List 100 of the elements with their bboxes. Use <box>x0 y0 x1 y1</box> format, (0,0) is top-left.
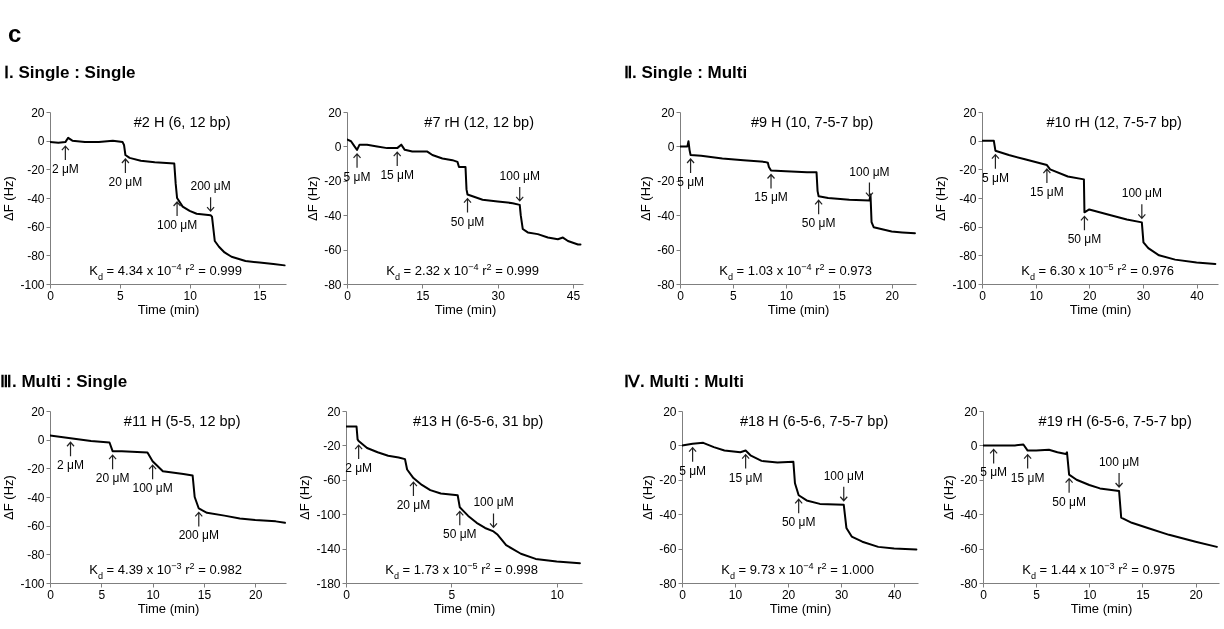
y-tick-label: -80 <box>959 248 977 263</box>
y-tick-label: 20 <box>963 105 977 120</box>
x-axis-title: Time (min) <box>1070 600 1133 616</box>
x-tick-label: 0 <box>679 587 687 602</box>
y-axis-title: ΔF (Hz) <box>941 475 957 520</box>
text: c <box>8 20 22 48</box>
x-tick-label: 15 <box>832 288 847 303</box>
x-tick-label: 45 <box>566 288 581 303</box>
y-tick-label: -180 <box>316 576 341 591</box>
chart-subtitle: Ⅰ. Single : Single <box>4 62 136 83</box>
y-tick-label: -60 <box>323 473 341 488</box>
line-series <box>982 139 1217 265</box>
annotation: 100 μM <box>1121 186 1162 201</box>
annotation: 5 μM <box>679 463 707 478</box>
annotation: K$_{d}$ = 2.32 x 10$^{−4}$ r$^{2}$ = 0.999 <box>386 262 540 282</box>
y-tick-label: -60 <box>959 220 977 235</box>
x-tick-label: 0 <box>47 288 55 303</box>
y-tick-label: 0 <box>970 438 978 453</box>
y-tick-label: -80 <box>27 248 45 263</box>
x-axis-title: Time (min) <box>767 301 830 317</box>
annotation: K$_{d}$ = 1.44 x 10$^{−3}$ r$^{2}$ = 0.975 <box>1022 561 1176 581</box>
annotation: 20 μM <box>95 471 130 486</box>
x-tick-label: 10 <box>1083 587 1097 602</box>
annotation: 15 μM <box>728 470 763 485</box>
annotation: 50 μM <box>1052 494 1086 509</box>
annotation: 50 μM <box>1067 232 1102 247</box>
annotation: 5 μM <box>980 465 1008 480</box>
y-tick-label: -100 <box>20 576 45 591</box>
chart-title: #19 rH (6-5-6, 7-5-7 bp) <box>1038 413 1192 429</box>
y-tick-label: -60 <box>960 542 978 557</box>
x-tick-label: 5 <box>116 288 124 303</box>
chart-title: #9 H (10, 7-5-7 bp) <box>750 114 874 130</box>
y-tick-label: -80 <box>659 576 677 591</box>
y-tick-label: -20 <box>959 162 977 177</box>
y-axis-title: ΔF (Hz) <box>1 475 17 520</box>
x-tick-label: 0 <box>980 587 988 602</box>
y-tick-label: -80 <box>27 547 45 562</box>
x-tick-label: 0 <box>47 587 55 602</box>
y-tick-label: 0 <box>334 139 342 154</box>
annotation: 100 μM <box>156 218 198 232</box>
annotation: 2 μM <box>345 461 373 476</box>
y-tick-label: -100 <box>20 277 45 292</box>
x-axis-title: Time (min) <box>434 301 497 317</box>
annotation: 50 μM <box>781 515 816 530</box>
chart-title: #7 rH (12, 12 bp) <box>424 114 534 130</box>
annotation: K$_{d}$ = 9.73 x 10$^{−4}$ r$^{2}$ = 1.000 <box>721 561 875 581</box>
y-tick-label: -20 <box>324 174 342 189</box>
annotation: K$_{d}$ = 1.03 x 10$^{−4}$ r$^{2}$ = 0.973 <box>719 262 873 282</box>
x-tick-label: 20 <box>1083 288 1097 303</box>
x-tick-label: 20 <box>885 288 900 303</box>
annotation: K$_{d}$ = 4.34 x 10$^{−4}$ r$^{2}$ = 0.999 <box>89 262 243 282</box>
y-tick-label: -40 <box>960 507 978 522</box>
y-tick-label: -20 <box>659 473 677 488</box>
annotation: 15 μM <box>1030 185 1064 200</box>
x-tick-label: 20 <box>781 587 796 602</box>
y-tick-label: 20 <box>663 404 677 419</box>
line-series <box>50 434 286 524</box>
x-tick-label: 5 <box>1033 587 1041 602</box>
annotation: 50 μM <box>442 527 477 542</box>
chart-subtitle: Ⅱ. Single : Multi <box>624 62 748 83</box>
annotation: 15 μM <box>380 168 415 183</box>
x-tick-label: 0 <box>344 288 352 303</box>
chart-title: #11 H (5-5, 12 bp) <box>123 413 241 429</box>
annotation: 100 μM <box>473 495 514 510</box>
line-series <box>983 443 1218 548</box>
y-tick-label: -40 <box>27 490 45 505</box>
x-tick-label: 20 <box>249 587 263 602</box>
y-axis-title: ΔF (Hz) <box>1 176 17 221</box>
y-tick-label: -80 <box>324 277 342 292</box>
annotation: 5 μM <box>677 175 705 189</box>
line-series <box>680 140 916 235</box>
x-tick-label: 30 <box>1136 288 1151 303</box>
line-series <box>682 441 918 551</box>
y-tick-label: 20 <box>31 105 45 120</box>
y-tick-label: 20 <box>661 105 675 120</box>
y-tick-label: -100 <box>952 277 977 292</box>
y-tick-label: -40 <box>657 208 675 223</box>
x-axis-title: Time (min) <box>137 600 200 616</box>
x-tick-label: 30 <box>834 587 849 602</box>
y-axis-title: ΔF (Hz) <box>640 475 656 520</box>
chart-subtitle: Ⅲ. Multi : Single <box>0 371 128 392</box>
x-tick-label: 40 <box>1190 288 1205 303</box>
y-tick-label: -80 <box>657 277 675 292</box>
x-tick-label: 5 <box>98 587 106 602</box>
y-axis-title: ΔF (Hz) <box>933 176 949 221</box>
x-tick-label: 20 <box>1189 587 1204 602</box>
annotation: 100 μM <box>132 481 173 496</box>
x-axis-title: Time (min) <box>1069 301 1132 317</box>
y-tick-label: -60 <box>27 220 45 235</box>
x-axis-title: Time (min) <box>769 600 832 616</box>
x-tick-label: 15 <box>253 288 267 303</box>
x-tick-label: 10 <box>1029 288 1044 303</box>
y-tick-label: -100 <box>316 507 341 522</box>
y-tick-label: -40 <box>27 191 45 206</box>
x-tick-label: 30 <box>491 288 506 303</box>
annotation: 20 μM <box>108 175 143 189</box>
y-tick-label: -40 <box>324 208 342 223</box>
chart-title: #10 rH (12, 7-5-7 bp) <box>1046 114 1182 130</box>
y-tick-label: 20 <box>327 404 341 419</box>
y-axis-title: ΔF (Hz) <box>305 176 321 221</box>
